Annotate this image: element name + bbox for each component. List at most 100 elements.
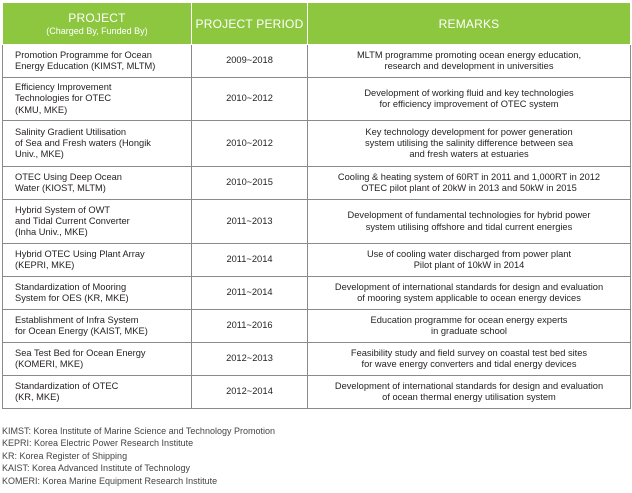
cell-remarks-line: for efficiency improvement of OTEC syste… <box>379 99 559 109</box>
table-row: Hybrid OTEC Using Plant Array (KEPRI, MKE… <box>2 243 631 277</box>
table-row: Sea Test Bed for Ocean Energy (KOMERI, MK… <box>2 342 631 376</box>
cell-project-line: Salinity Gradient Utilisation <box>15 126 127 137</box>
cell-remarks-line: of ocean thermal energy utilisation syst… <box>382 392 556 402</box>
table-row: Standardization of Mooring System for OES… <box>2 276 631 310</box>
cell-remarks: Development of fundamental technologies … <box>307 199 631 244</box>
cell-remarks-line: Use of cooling water discharged from pow… <box>366 248 572 259</box>
header-project: PROJECT (Charged By, Funded By) <box>2 2 192 45</box>
header-project-label: PROJECT <box>68 11 126 25</box>
cell-remarks: MLTM programme promoting ocean energy ed… <box>307 44 631 78</box>
footnote-line: KIMST: Korea Institute of Marine Science… <box>2 426 275 436</box>
cell-project-line: Establishment of Infra System <box>15 314 139 325</box>
cell-remarks: Education programme for ocean energy exp… <box>307 309 631 343</box>
cell-remarks-line: Education programme for ocean energy exp… <box>370 314 568 325</box>
table-row: Promotion Programme for Ocean Energy Educ… <box>2 44 631 78</box>
header-project-sublabel: (Charged By, Funded By) <box>46 26 148 36</box>
cell-remarks-line: system utilising the salinity difference… <box>364 137 574 148</box>
cell-project-line: and Tidal Current Converter <box>15 215 130 226</box>
cell-remarks-line: Cooling & heating system of 60RT in 2011… <box>337 171 601 182</box>
cell-project-line: Univ., MKE) <box>15 149 64 160</box>
cell-period: 2009~2018 <box>191 44 308 78</box>
cell-remarks: Use of cooling water discharged from pow… <box>307 243 631 277</box>
cell-remarks: Cooling & heating system of 60RT in 2011… <box>307 166 631 200</box>
cell-project-line: Promotion Programme for Ocean <box>15 49 152 60</box>
table-header: PROJECT (Charged By, Funded By) PROJECT … <box>2 2 631 45</box>
cell-period: 2011~2014 <box>191 243 308 277</box>
header-remarks-label: REMARKS <box>438 16 500 31</box>
cell-project-line: (KR, MKE) <box>15 392 60 402</box>
cell-project: Sea Test Bed for Ocean Energy (KOMERI, MK… <box>2 342 192 376</box>
cell-project: Hybrid OTEC Using Plant Array (KEPRI, MKE… <box>2 243 192 277</box>
cell-project: Standardization of Mooring System for OES… <box>2 276 192 310</box>
cell-project-line: OTEC Using Deep Ocean <box>15 171 122 182</box>
cell-project-line: Standardization of Mooring <box>15 281 127 292</box>
cell-project-line: System for OES (KR, MKE) <box>15 293 129 303</box>
table-row: Salinity Gradient Utilisation of Sea and … <box>2 120 631 167</box>
cell-project-line: Technologies for OTEC <box>15 93 112 104</box>
cell-period: 2011~2016 <box>191 309 308 343</box>
footnotes: KIMST: Korea Institute of Marine Science… <box>2 425 275 487</box>
table-row: OTEC Using Deep Ocean Water (KIOST, MLTM)… <box>2 166 631 200</box>
cell-project: Establishment of Infra System for Ocean E… <box>2 309 192 343</box>
cell-remarks-line: Development of international standards f… <box>334 281 604 292</box>
cell-remarks-line: Development of working fluid and key tec… <box>364 87 574 98</box>
header-period-label: PROJECT PERIOD <box>195 16 304 31</box>
cell-remarks-line: Development of fundamental technologies … <box>347 210 591 221</box>
projects-table: PROJECT (Charged By, Funded By) PROJECT … <box>2 2 631 409</box>
header-period: PROJECT PERIOD <box>191 2 308 45</box>
cell-project-line: (KMU, MKE) <box>15 104 68 115</box>
footnote-line: KAIST: Korea Advanced Institute of Techn… <box>2 463 190 474</box>
cell-remarks-line: Development of international standards f… <box>334 380 604 391</box>
cell-remarks-line: MLTM programme promoting ocean energy ed… <box>356 49 582 60</box>
cell-remarks: Key technology development for power gen… <box>307 120 631 167</box>
cell-remarks-line: system utilising offshore and tidal curr… <box>365 221 573 232</box>
cell-project: Efficiency Improvement Technologies for O… <box>2 77 192 121</box>
cell-period: 2012~2014 <box>191 375 308 409</box>
cell-project-line: Hybrid System of OWT <box>15 204 111 215</box>
cell-project-line: (KOMERI, MKE) <box>15 359 84 369</box>
header-remarks: REMARKS <box>307 2 631 45</box>
cell-period: 2012~2013 <box>191 342 308 376</box>
cell-remarks: Development of international standards f… <box>307 276 631 310</box>
table-row: Establishment of Infra System for Ocean E… <box>2 309 631 343</box>
cell-period: 2010~2012 <box>191 120 308 167</box>
cell-project: Promotion Programme for Ocean Energy Educ… <box>2 44 192 78</box>
cell-remarks-line: for wave energy converters and tidal ene… <box>361 359 577 369</box>
table-row: Hybrid System of OWT and Tidal Current Co… <box>2 199 631 244</box>
cell-period: 2010~2015 <box>191 166 308 200</box>
cell-remarks-line: OTEC pilot plant of 20kW in 2013 and 50k… <box>361 183 577 193</box>
cell-remarks-line: of mooring system applicable to ocean en… <box>357 293 581 303</box>
cell-project-line: Energy Education (KIMST, MLTM) <box>15 61 156 71</box>
cell-remarks: Development of international standards f… <box>307 375 631 409</box>
cell-project-line: Hybrid OTEC Using Plant Array <box>15 248 145 259</box>
cell-project: OTEC Using Deep Ocean Water (KIOST, MLTM) <box>2 166 192 200</box>
cell-remarks-line: research and development in universities <box>384 61 554 71</box>
cell-project-line: of Sea and Fresh waters (Hongik <box>15 137 151 148</box>
cell-project-line: Water (KIOST, MLTM) <box>15 183 106 193</box>
cell-remarks-line: Key technology development for power gen… <box>365 126 573 137</box>
cell-period: 2011~2013 <box>191 199 308 244</box>
cell-remarks-line: Pilot plant of 10kW in 2014 <box>413 260 525 270</box>
footnote-line: KOMERI: Korea Marine Equipment Research … <box>2 475 218 486</box>
cell-remarks: Development of working fluid and key tec… <box>307 77 631 121</box>
cell-remarks-line: in graduate school <box>431 326 507 336</box>
footnote-line: KEPRI: Korea Electric Power Research Ins… <box>2 438 194 449</box>
cell-remarks-line: Feasibility study and field survey on co… <box>350 347 588 358</box>
table-row: Standardization of OTEC (KR, MKE) 2012~201… <box>2 375 631 409</box>
cell-project-line: (KEPRI, MKE) <box>15 260 75 270</box>
cell-project: Hybrid System of OWT and Tidal Current Co… <box>2 199 192 244</box>
cell-remarks: Feasibility study and field survey on co… <box>307 342 631 376</box>
table-body: Promotion Programme for Ocean Energy Educ… <box>2 44 631 409</box>
cell-project: Salinity Gradient Utilisation of Sea and … <box>2 120 192 167</box>
cell-project-line: Standardization of OTEC <box>15 380 119 391</box>
cell-project-line: Efficiency Improvement <box>15 82 112 93</box>
footnote-line: KR: Korea Register of Shipping <box>2 450 128 461</box>
cell-project-line: (Inha Univ., MKE) <box>15 227 88 238</box>
cell-project: Standardization of OTEC (KR, MKE) <box>2 375 192 409</box>
cell-period: 2011~2014 <box>191 276 308 310</box>
cell-project-line: Sea Test Bed for Ocean Energy <box>15 347 146 358</box>
cell-project-line: for Ocean Energy (KAIST, MKE) <box>15 326 148 336</box>
cell-period: 2010~2012 <box>191 77 308 121</box>
cell-remarks-line: and fresh waters at estuaries <box>409 149 529 160</box>
table-row: Efficiency Improvement Technologies for O… <box>2 77 631 121</box>
